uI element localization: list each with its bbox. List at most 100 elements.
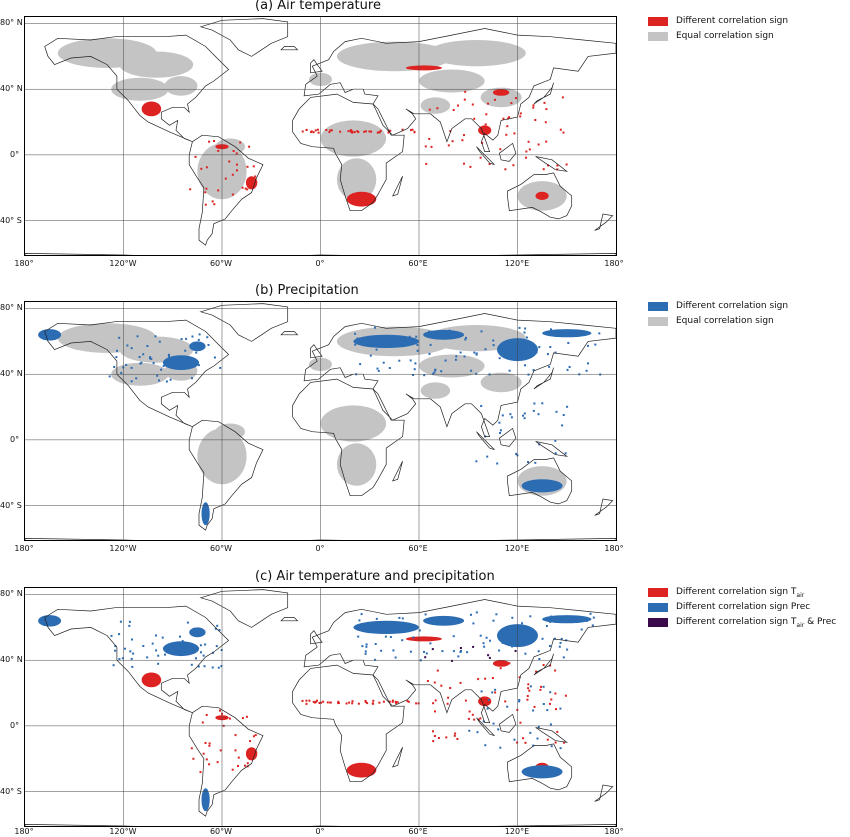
prec-diff-speck: [559, 707, 562, 710]
temp-diff-speck: [201, 721, 204, 724]
prec-diff-speck: [527, 461, 529, 463]
temp-diff-speck: [337, 700, 340, 703]
prec-diff-speck: [131, 665, 134, 668]
temp-diff-speck: [370, 130, 373, 133]
australia-coastline: [507, 172, 573, 220]
temp-diff-speck: [561, 96, 564, 99]
temp-diff-speck: [468, 710, 471, 713]
temp-diff-speck: [305, 699, 308, 702]
prec-diff-speck: [498, 357, 501, 360]
temp-diff-speck: [564, 694, 567, 697]
panel-b: (b) Precipitation 80° N 40° N 0° 40° S 1…: [0, 283, 850, 560]
prec-diff-speck: [374, 658, 377, 661]
prec-diff-speck: [219, 366, 222, 369]
temp-diff-speck: [417, 702, 420, 705]
prec-diff-speck: [120, 371, 123, 374]
prec-diff-speck: [494, 688, 497, 691]
panel-title: (b) Precipitation: [255, 283, 359, 298]
new-zealand-coastline: [594, 498, 614, 516]
temp-diff-speck: [519, 115, 522, 118]
prec-diff-speck: [589, 612, 592, 615]
prec-diff-speck: [479, 634, 482, 637]
prec-diff-speck: [376, 367, 379, 370]
prec-diff-speck: [423, 374, 426, 377]
temp-diff-speck: [249, 740, 252, 743]
map-frame: [24, 301, 617, 541]
borneo-coastline: [499, 713, 517, 733]
prec-diff-speck: [562, 656, 565, 659]
lon-label: 60°E: [408, 827, 428, 836]
africa-coastline: [292, 664, 405, 783]
equal-sign-region: [420, 97, 451, 114]
temp-diff-speck: [208, 744, 211, 747]
legend-swatch: [648, 302, 668, 311]
lat-label: 80° N: [0, 589, 23, 598]
lat-label: 40° S: [0, 216, 22, 225]
temp-diff-speck: [432, 730, 434, 733]
prec-diff-speck: [369, 354, 372, 357]
prec-diff-speck: [537, 413, 540, 416]
both-diff-speck: [514, 650, 517, 652]
prec-diff-speck: [198, 333, 201, 336]
temp-diff-speck: [205, 166, 208, 169]
temp-diff-speck: [376, 131, 379, 134]
prec-diff-speck: [382, 361, 385, 364]
prec-diff-speck: [459, 351, 462, 354]
prec-diff-speck: [401, 639, 404, 642]
prec-diff-speck: [518, 699, 521, 701]
prec-diff-speck: [185, 650, 188, 653]
temp-diff-speck: [554, 741, 557, 744]
prec-diff-speck: [536, 737, 539, 740]
equal-sign-region: [336, 41, 452, 72]
temp-diff-speck: [494, 98, 496, 101]
prec-diff-speck: [429, 343, 432, 346]
prec-diff-speck: [354, 332, 357, 335]
prec-diff-speck: [566, 368, 569, 371]
temp-diff-region: [141, 101, 162, 117]
equal-sign-region: [119, 51, 194, 78]
prec-diff-speck: [564, 452, 567, 455]
iceland-coastline: [280, 46, 299, 51]
temp-diff-speck: [231, 768, 234, 771]
greenland-coastline: [199, 18, 289, 57]
temp-diff-speck: [246, 165, 249, 168]
prec-diff-speck: [356, 337, 359, 340]
temp-diff-speck: [254, 734, 257, 737]
prec-diff-speck: [505, 629, 508, 632]
prec-diff-speck: [525, 336, 528, 339]
temp-diff-speck: [406, 700, 409, 703]
temp-diff-speck: [372, 702, 375, 705]
prec-diff-speck: [384, 635, 387, 638]
temp-diff-speck: [546, 738, 549, 741]
temp-diff-speck: [494, 691, 497, 694]
prec-diff-speck: [484, 744, 487, 747]
prec-diff-speck: [587, 344, 589, 347]
temp-diff-speck: [471, 713, 474, 716]
temp-diff-speck: [205, 187, 208, 190]
temp-diff-speck: [446, 702, 449, 705]
prec-diff-speck: [197, 364, 200, 367]
map-canvas: [25, 302, 616, 540]
legend-label: Equal correlation sign: [676, 316, 774, 326]
temp-diff-speck: [407, 700, 410, 703]
temp-diff-speck: [565, 163, 568, 166]
temp-diff-speck: [305, 702, 308, 705]
temp-diff-region: [492, 660, 510, 667]
prec-diff-speck: [414, 362, 417, 365]
temp-diff-speck: [316, 128, 319, 131]
temp-diff-speck: [378, 701, 381, 704]
prec-diff-speck: [207, 344, 210, 346]
prec-diff-speck: [561, 424, 564, 427]
temp-diff-speck: [228, 717, 231, 720]
prec-diff-speck: [119, 620, 122, 623]
prec-diff-speck: [470, 613, 472, 616]
prec-diff-speck: [191, 335, 194, 338]
both-diff-speck: [472, 645, 475, 648]
prec-diff-speck: [407, 622, 410, 625]
temp-diff-speck: [547, 164, 549, 167]
temp-diff-speck: [518, 676, 521, 679]
prec-diff-speck: [506, 705, 509, 708]
prec-diff-speck: [566, 648, 569, 651]
prec-diff-speck: [118, 658, 121, 661]
prec-diff-speck: [554, 439, 557, 442]
